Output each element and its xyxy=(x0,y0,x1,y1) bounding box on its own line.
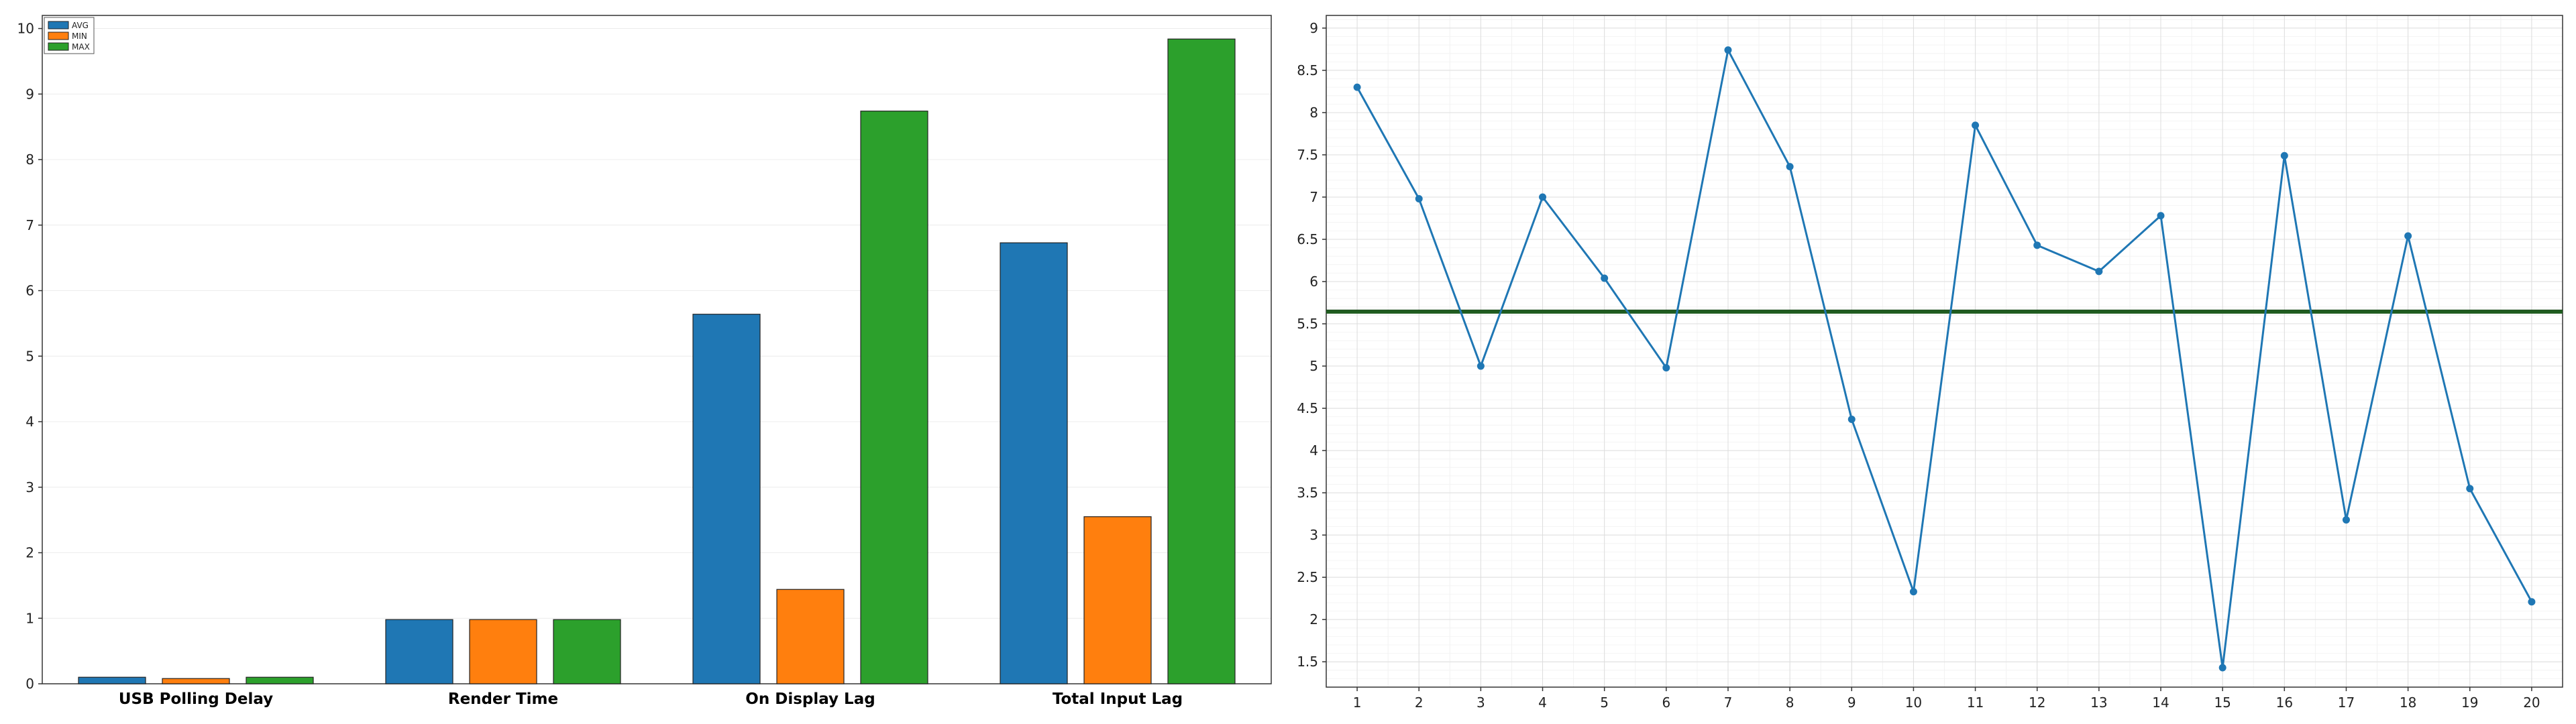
bar-min xyxy=(1083,516,1152,684)
legend-label: MIN xyxy=(72,32,87,41)
legend-swatch xyxy=(48,32,69,40)
y-tick-label: 1.5 xyxy=(1297,654,1318,670)
bar-avg xyxy=(385,619,453,684)
data-point xyxy=(1909,588,1917,596)
y-tick-label: 6 xyxy=(1309,274,1318,290)
bar-max xyxy=(246,676,314,684)
y-tick-label: 4.5 xyxy=(1297,400,1318,416)
x-tick-label: 1 xyxy=(1353,695,1362,711)
category-label: Render Time xyxy=(448,690,558,708)
x-tick-label: 5 xyxy=(1600,695,1609,711)
y-tick-label: 2 xyxy=(1309,611,1318,627)
bar-min xyxy=(162,678,230,684)
bar-chart: 0 1 2 3 4 5 6 7 8 9 10 USB Polling Delay Render Time… xyxy=(17,15,1272,708)
x-tick-label: 11 xyxy=(1967,695,1984,711)
data-point xyxy=(2218,664,2226,672)
legend-label: MAX xyxy=(72,42,90,52)
y-tick-label: 6 xyxy=(25,283,34,299)
y-tick-label: 6.5 xyxy=(1297,231,1318,247)
bar-avg xyxy=(1000,242,1068,684)
data-point xyxy=(2280,152,2288,160)
legend-swatch xyxy=(48,42,69,51)
y-tick-label: 8 xyxy=(25,152,34,168)
x-tick-label: 20 xyxy=(2523,695,2540,711)
y-tick-label: 7 xyxy=(1309,189,1318,205)
data-point xyxy=(1353,83,1361,91)
data-point xyxy=(2466,485,2474,493)
y-tick-label: 4 xyxy=(1309,442,1318,459)
x-tick-label: 17 xyxy=(2338,695,2355,711)
y-tick-label: 9 xyxy=(1309,20,1318,36)
y-tick-label: 3.5 xyxy=(1297,485,1318,501)
y-tick-label: 2.5 xyxy=(1297,569,1318,585)
x-tick-label: 18 xyxy=(2400,695,2416,711)
data-point xyxy=(2404,232,2412,240)
y-tick-label: 10 xyxy=(17,21,34,37)
y-tick-label: 9 xyxy=(25,86,34,102)
y-tick-label: 1 xyxy=(25,610,34,626)
x-tick-label: 3 xyxy=(1477,695,1485,711)
category-label: Total Input Lag xyxy=(1053,690,1183,708)
y-tick-label: 5 xyxy=(25,348,34,364)
bar-min xyxy=(469,619,537,684)
legend-label: AVG xyxy=(72,21,89,30)
data-point xyxy=(1786,163,1794,171)
y-tick-label: 8 xyxy=(1309,105,1318,121)
y-tick-label: 0 xyxy=(25,676,34,692)
data-point xyxy=(1415,195,1423,203)
x-tick-label: 14 xyxy=(2152,695,2169,711)
series-line xyxy=(1356,49,2533,669)
line-chart: 1.522.533.544.555.566.577.588.591 2 3 4 5 6 7 8… xyxy=(1297,15,2563,711)
bar-max xyxy=(860,111,928,684)
x-tick-label: 6 xyxy=(1662,695,1670,711)
data-point xyxy=(1539,193,1547,201)
data-point xyxy=(1847,415,1856,423)
category-label: USB Polling Delay xyxy=(119,690,273,708)
x-tick-label: 12 xyxy=(2029,695,2045,711)
data-point xyxy=(2342,516,2350,524)
x-tick-label: 16 xyxy=(2276,695,2293,711)
x-tick-label: 7 xyxy=(1724,695,1733,711)
data-point xyxy=(2095,267,2103,276)
data-point xyxy=(1662,364,1670,372)
x-tick-label: 4 xyxy=(1538,695,1547,711)
plot-frame xyxy=(1326,15,2563,688)
data-point xyxy=(2157,212,2165,220)
data-point xyxy=(1477,362,1485,370)
x-tick-label: 8 xyxy=(1786,695,1794,711)
x-tick-label: 9 xyxy=(1847,695,1856,711)
x-tick-label: 15 xyxy=(2214,695,2231,711)
plot-frame xyxy=(42,15,1272,684)
y-tick-label: 7 xyxy=(25,217,34,233)
bar-min xyxy=(776,589,845,684)
bar-avg xyxy=(78,676,146,684)
x-tick-label: 10 xyxy=(1905,695,1922,711)
y-tick-label: 8.5 xyxy=(1297,62,1318,78)
category-label: On Display Lag xyxy=(745,690,875,708)
y-tick-label: 7.5 xyxy=(1297,147,1318,163)
data-point xyxy=(2033,241,2041,249)
y-tick-label: 2 xyxy=(25,545,34,561)
bar-max xyxy=(1167,38,1236,684)
bar-avg xyxy=(692,314,761,684)
y-tick-label: 5 xyxy=(1309,358,1318,374)
x-tick-label: 13 xyxy=(2090,695,2107,711)
x-tick-label: 19 xyxy=(2461,695,2478,711)
bar-max xyxy=(553,619,621,684)
x-tick-label: 2 xyxy=(1415,695,1424,711)
data-point xyxy=(1724,46,1732,54)
y-tick-label: 3 xyxy=(1309,527,1318,543)
data-point xyxy=(1601,274,1609,282)
data-point xyxy=(2528,598,2536,606)
data-point xyxy=(1972,121,1980,129)
y-tick-label: 5.5 xyxy=(1297,316,1318,332)
y-tick-label: 3 xyxy=(25,479,34,495)
y-tick-label: 4 xyxy=(25,414,34,430)
legend-swatch xyxy=(48,21,69,29)
